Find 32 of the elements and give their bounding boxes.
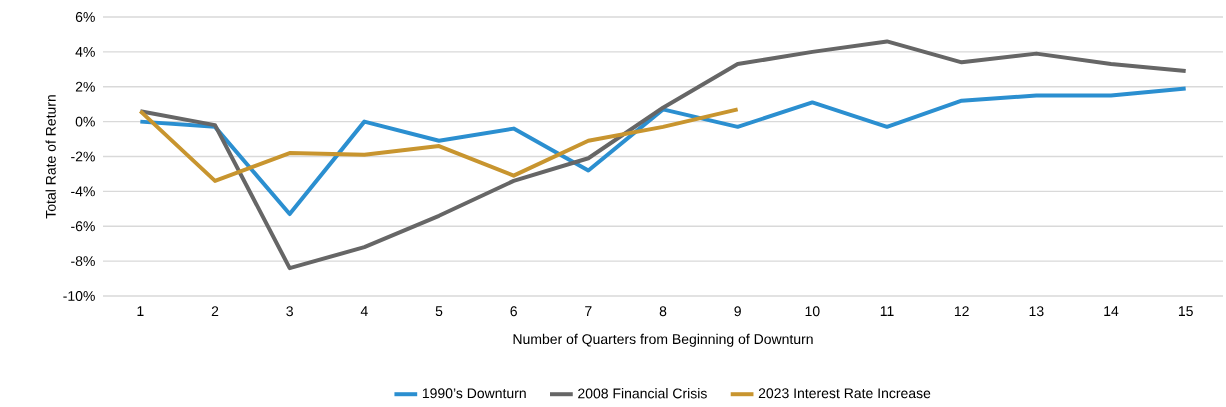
x-tick-label: 3 [286, 306, 293, 317]
x-tick-label: 8 [659, 306, 667, 317]
y-tick-label: -10% [63, 291, 95, 301]
legend-label: 1990’s Downturn [422, 388, 526, 399]
line-series [138, 107, 740, 183]
x-tick-label: 11 [880, 306, 894, 316]
x-tick-label: 6 [510, 306, 517, 317]
y-tick-label: -4% [71, 186, 95, 197]
x-tick-label: 7 [585, 306, 592, 316]
y-tick-label: -2% [71, 151, 95, 162]
line-series [138, 39, 1188, 271]
x-tick-label: 13 [1029, 306, 1044, 317]
x-tick-label: 10 [805, 306, 820, 317]
x-tick-label: 14 [1104, 306, 1119, 316]
x-tick-label: 1 [137, 306, 144, 316]
x-tick-label: 5 [435, 306, 443, 317]
x-axis-title: Number of Quarters from Beginning of Downturn [513, 333, 813, 347]
y-tick-label: 0% [75, 116, 95, 127]
x-tick-label: 2 [211, 306, 219, 317]
line-series [138, 86, 1188, 217]
x-tick-label: 15 [1178, 306, 1193, 317]
x-tick-label: 9 [734, 306, 741, 317]
y-tick-label: 4% [75, 46, 95, 57]
y-axis-title: Total Rate of Return [45, 95, 56, 219]
y-tick-label: -6% [71, 221, 95, 232]
legend-label: 2023 Interest Rate Increase [758, 388, 931, 399]
x-tick-label: 4 [360, 306, 368, 316]
legend-label: 2008 Financial Crisis [578, 388, 707, 399]
y-tick-label: 6% [75, 12, 95, 22]
x-tick-label: 12 [954, 306, 969, 317]
y-tick-label: -8% [71, 256, 95, 267]
y-tick-label: 2% [75, 81, 95, 92]
